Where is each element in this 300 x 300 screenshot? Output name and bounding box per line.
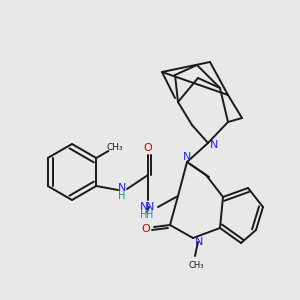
- Text: N: N: [195, 237, 203, 247]
- Text: H: H: [118, 191, 126, 201]
- Text: CH₃: CH₃: [188, 262, 204, 271]
- Text: H: H: [146, 210, 154, 220]
- Text: N: N: [183, 152, 191, 162]
- Text: O: O: [142, 224, 150, 234]
- Text: O: O: [144, 143, 152, 153]
- Text: N: N: [210, 140, 218, 150]
- Text: N: N: [118, 183, 126, 193]
- Text: N: N: [140, 202, 148, 212]
- Text: H: H: [140, 210, 148, 220]
- Text: CH₃: CH₃: [107, 142, 124, 152]
- Text: N: N: [146, 202, 154, 212]
